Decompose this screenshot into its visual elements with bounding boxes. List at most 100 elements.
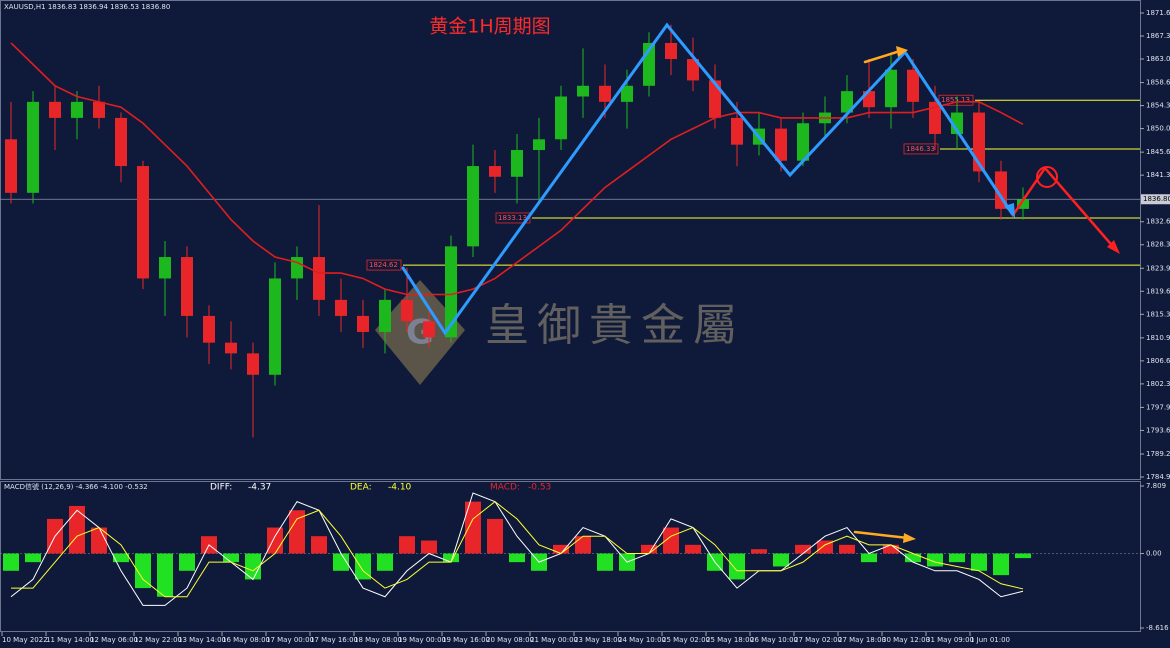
macd-bar: [773, 553, 789, 567]
macd-bar: [399, 536, 415, 554]
symbol-line: XAUUSD,H1 1836.83 1836.94 1836.53 1836.8…: [4, 3, 170, 11]
candle-body: [1017, 199, 1029, 209]
candle-body: [357, 315, 369, 332]
x-tick-label: 31 May 09:00: [926, 636, 974, 644]
y-tick-label: 1823.90: [1146, 264, 1170, 272]
macd-bar: [443, 553, 459, 563]
candle-body: [907, 69, 919, 102]
x-tick-label: 10 May 2022: [2, 636, 48, 644]
macd-bar: [421, 540, 437, 554]
x-tick-label: 13 May 14:00: [178, 636, 226, 644]
macd-bar: [751, 549, 767, 554]
candle-body: [181, 257, 193, 316]
x-tick-label: 26 May 10:00: [750, 636, 798, 644]
macd-bar: [905, 553, 921, 563]
macd-bar: [685, 544, 701, 554]
candle-body: [445, 246, 457, 338]
y-tick-label: 1806.60: [1146, 357, 1170, 365]
macd-bar: [245, 553, 261, 580]
x-tick-label: 30 May 12:00: [882, 636, 930, 644]
macd-bar: [333, 553, 349, 571]
macd-bar: [267, 527, 283, 554]
y-tick-label: 1863.00: [1146, 55, 1170, 63]
macd-bar: [311, 536, 327, 554]
macd-line: [11, 500, 1024, 598]
macd-bar: [135, 553, 151, 589]
y-tick-label: 0.00: [1146, 549, 1162, 557]
candle-body: [401, 299, 413, 322]
y-tick-label: 1802.30: [1146, 380, 1170, 388]
price-frame: [0, 0, 1141, 480]
candle-body: [841, 91, 853, 113]
macd-bar: [509, 553, 525, 563]
candle-body: [709, 80, 721, 118]
last-price-box: [1141, 194, 1170, 205]
candle-body: [555, 96, 567, 140]
readout-name: DIFF:: [210, 483, 232, 493]
candle-body: [731, 117, 743, 145]
wave-line: [401, 22, 1015, 336]
y-tick-label: 7.809: [1146, 482, 1166, 490]
macd-bar: [883, 544, 899, 554]
candle-body: [335, 299, 347, 316]
y-tick-label: 1867.30: [1146, 32, 1170, 40]
candle-body: [665, 42, 677, 60]
moving-average: [10, 42, 1024, 296]
macd-bar: [839, 544, 855, 554]
macd-bar: [795, 544, 811, 554]
x-tick-label: 27 May 02:00: [794, 636, 842, 644]
candle-body: [929, 101, 941, 134]
y-tick-label: 1854.30: [1146, 102, 1170, 110]
x-tick-label: 19 May 00:00: [398, 636, 446, 644]
macd-bar: [641, 544, 657, 554]
readout-value: -4.10: [388, 483, 412, 493]
candle-body: [5, 139, 17, 193]
candle-body: [159, 257, 171, 279]
candle-body: [687, 59, 699, 81]
candle-body: [27, 101, 39, 193]
x-tick-label: 12 May 22:00: [134, 636, 182, 644]
macd-bar: [157, 553, 173, 597]
arrow-head: [1004, 203, 1015, 218]
candle-body: [313, 257, 325, 300]
macd-bar: [465, 501, 481, 554]
y-tick-label: 1858.60: [1146, 79, 1170, 87]
candle-body: [93, 101, 105, 118]
macd-bar: [597, 553, 613, 571]
candle-body: [423, 321, 435, 338]
candle-body: [49, 101, 61, 118]
watermark: G 皇御貴金屬: [375, 280, 745, 385]
level-label-box: [938, 94, 974, 106]
macd-bar: [1015, 553, 1031, 559]
candle-body: [225, 342, 237, 354]
x-tick-label: 19 May 16:00: [442, 636, 490, 644]
x-tick-label: 24 May 10:00: [618, 636, 666, 644]
level-label-box: [903, 143, 939, 155]
macd-bar: [729, 553, 745, 580]
macd-line: [10, 492, 1024, 606]
last-price-label: 1836.80: [1143, 195, 1170, 203]
level-label: 1833.13: [498, 214, 527, 222]
y-tick-label: 1871.60: [1146, 9, 1170, 17]
y-tick-label: 1841.30: [1146, 171, 1170, 179]
macd-bar: [949, 553, 965, 563]
candle-body: [291, 257, 303, 279]
x-tick-label: 12 May 06:00: [90, 636, 138, 644]
macd-bar: [663, 527, 679, 554]
macd-bar: [69, 505, 85, 554]
target-circle: [1036, 166, 1058, 188]
arrow-head: [1107, 240, 1120, 254]
candle-body: [137, 166, 149, 279]
x-tick-label: 11 May 14:00: [46, 636, 94, 644]
candle-body: [511, 150, 523, 177]
watermark-text: 皇御貴金屬: [485, 300, 745, 351]
annotations: [401, 22, 1118, 540]
macd-bar: [355, 553, 371, 580]
x-tick-label: 1 Jun 01:00: [970, 636, 1010, 644]
macd-bar: [113, 553, 129, 563]
macd-bar: [487, 518, 503, 554]
candle-body: [467, 166, 479, 247]
y-tick-label: 1793.60: [1146, 426, 1170, 434]
